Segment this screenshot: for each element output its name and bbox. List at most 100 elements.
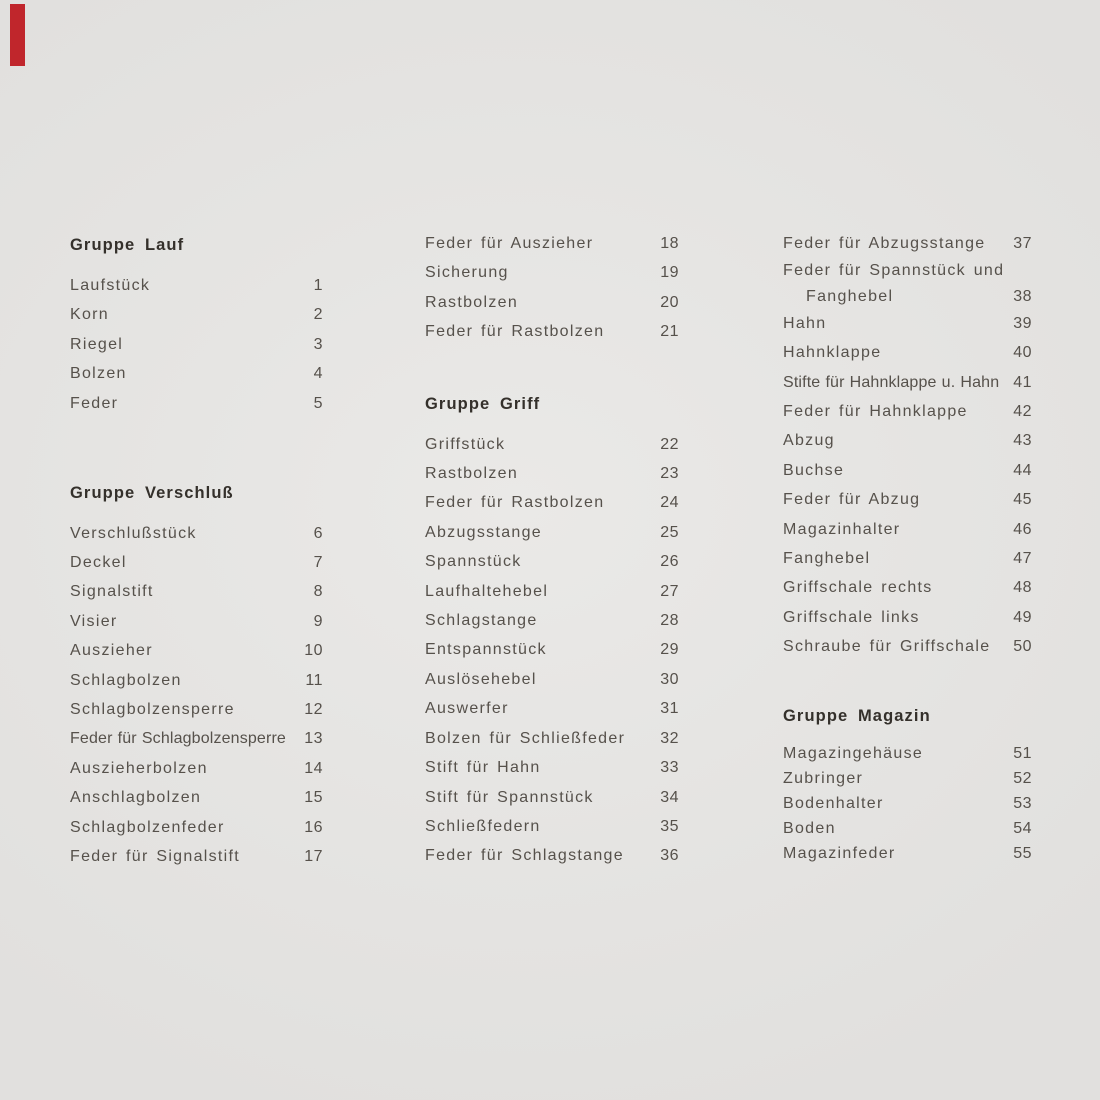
item-number: 48 [1013,579,1032,597]
list-item: Feder für Schlagstange 36 [425,841,679,870]
list-item: Auszieherbolzen 14 [70,754,323,783]
item-label-line: Feder für Spannstück und [783,262,1005,280]
list-item: Fanghebel 47 [783,544,1032,573]
list-item: Buchse 44 [783,456,1032,485]
parts-column-1: Gruppe Lauf Laufstück 1 Korn 2 Riegel 3 Bolzen 4… [70,236,323,871]
list-item: Schlagbolzensperre 12 [70,695,323,724]
item-number: 2 [313,306,323,324]
item-number: 30 [660,670,679,688]
item-number: 47 [1013,550,1032,568]
item-label: Rastbolzen [425,293,519,311]
parts-column-2: Feder für Auszieher 18 Sicherung 19 Rastbolz… [425,229,679,871]
item-label: Abzug [783,432,835,450]
list-item: Feder für Rastbolzen 21 [425,317,679,346]
list-item: Feder für Abzug 45 [783,485,1032,514]
list-item: Feder für Spannstück und Fanghebel 38 [783,258,1032,308]
list-item: Boden 54 [783,816,1032,841]
list-item: Magazingehäuse 51 [783,741,1032,766]
group-heading: Gruppe Magazin [783,707,931,726]
item-label: Auszieherbolzen [70,759,208,777]
list-item: Laufstück 1 [70,271,323,300]
item-label: Schlagstange [425,612,538,630]
item-number: 55 [1013,845,1032,863]
list-item: Griffschale rechts 48 [783,573,1032,602]
item-number: 51 [1013,745,1032,763]
item-number: 17 [304,848,323,865]
item-number: 42 [1013,403,1032,421]
item-label: Schlagbolzensperre [70,700,235,718]
list-item: Feder 5 [70,389,323,418]
list-item: Riegel 3 [70,330,323,359]
item-number: 36 [660,847,679,865]
item-number: 31 [660,700,679,718]
item-label: Magazingehäuse [783,745,924,763]
item-label: Laufstück [70,277,151,294]
item-number: 6 [313,524,323,542]
item-number: 11 [305,671,323,689]
item-number: 16 [304,818,323,836]
list-item: Feder für Schlagbolzensperre 13 [70,724,323,753]
item-number: 25 [660,523,679,541]
item-label: Feder für Spannstück und Fanghebel [783,258,1004,308]
item-label: Laufhaltehebel [425,582,549,600]
list-item: Feder für Hahnklappe 42 [783,397,1032,426]
item-number: 49 [1013,608,1032,626]
list-item: Magazinfeder 55 [783,841,1032,866]
list-item: Rastbolzen 23 [425,459,679,488]
group-heading: Gruppe Verschluß [70,484,234,503]
item-number: 37 [1013,235,1032,252]
item-number: 24 [660,494,679,512]
list-item: Schließfedern 35 [425,812,679,841]
item-label: Griffstück [425,435,506,453]
list-item: Verschlußstück 6 [70,519,323,548]
item-number: 32 [660,729,679,747]
item-number: 28 [660,612,679,630]
item-number: 4 [313,365,323,383]
item-label: Fanghebel [783,550,871,568]
item-label: Magazinhalter [783,520,901,538]
list-item: Auswerfer 31 [425,694,679,723]
item-label: Auswerfer [425,700,509,718]
item-label: Signalstift [70,583,154,601]
list-item: Spannstück 26 [425,547,679,576]
item-number: 39 [1013,314,1032,332]
item-label: Schlagbolzen [70,671,182,689]
list-item: Auslösehebel 30 [425,665,679,694]
list-item: Feder für Auszieher 18 [425,229,679,258]
item-label: Magazinfeder [783,845,896,863]
parts-column-3: Feder für Abzugsstange 37 Feder für Spanns… [783,229,1032,866]
list-item: Deckel 7 [70,548,323,577]
item-number: 3 [313,335,323,353]
item-label: Anschlagbolzen [70,789,202,807]
item-number: 35 [660,817,679,835]
list-item: Signalstift 8 [70,577,323,606]
item-number: 50 [1013,638,1032,656]
item-label: Auszieher [70,642,153,660]
item-number: 23 [660,465,679,483]
list-item: Rastbolzen 20 [425,288,679,317]
item-number: 44 [1013,461,1032,479]
group-heading: Gruppe Lauf [70,236,185,254]
list-item: Abzug 43 [783,426,1032,455]
item-label: Stift für Spannstück [425,788,594,806]
item-label: Feder [70,394,119,412]
item-number: 9 [313,612,323,630]
item-number: 54 [1013,820,1032,838]
item-label: Sicherung [425,264,509,282]
item-label: Schließfedern [425,817,541,835]
item-number: 41 [1013,373,1032,391]
item-label: Feder für Abzug [783,491,921,509]
list-item: Anschlagbolzen 15 [70,783,323,812]
list-item: Griffschale links 49 [783,603,1032,632]
item-label: Hahn [783,314,827,332]
list-item: Hahn 39 [783,309,1032,338]
list-item: Schlagbolzen 11 [70,666,323,695]
parts-group-section: Gruppe Lauf Laufstück 1 Korn 2 Riegel 3 Bolzen 4… [70,236,323,418]
item-number: 38 [1013,287,1032,305]
item-label: Feder für Rastbolzen [425,323,605,341]
item-label: Feder für Hahnklappe [783,403,968,421]
item-label: Deckel [70,553,127,571]
item-label: Verschlußstück [70,524,197,542]
item-number: 20 [660,293,679,311]
item-label: Abzugsstange [425,523,543,541]
